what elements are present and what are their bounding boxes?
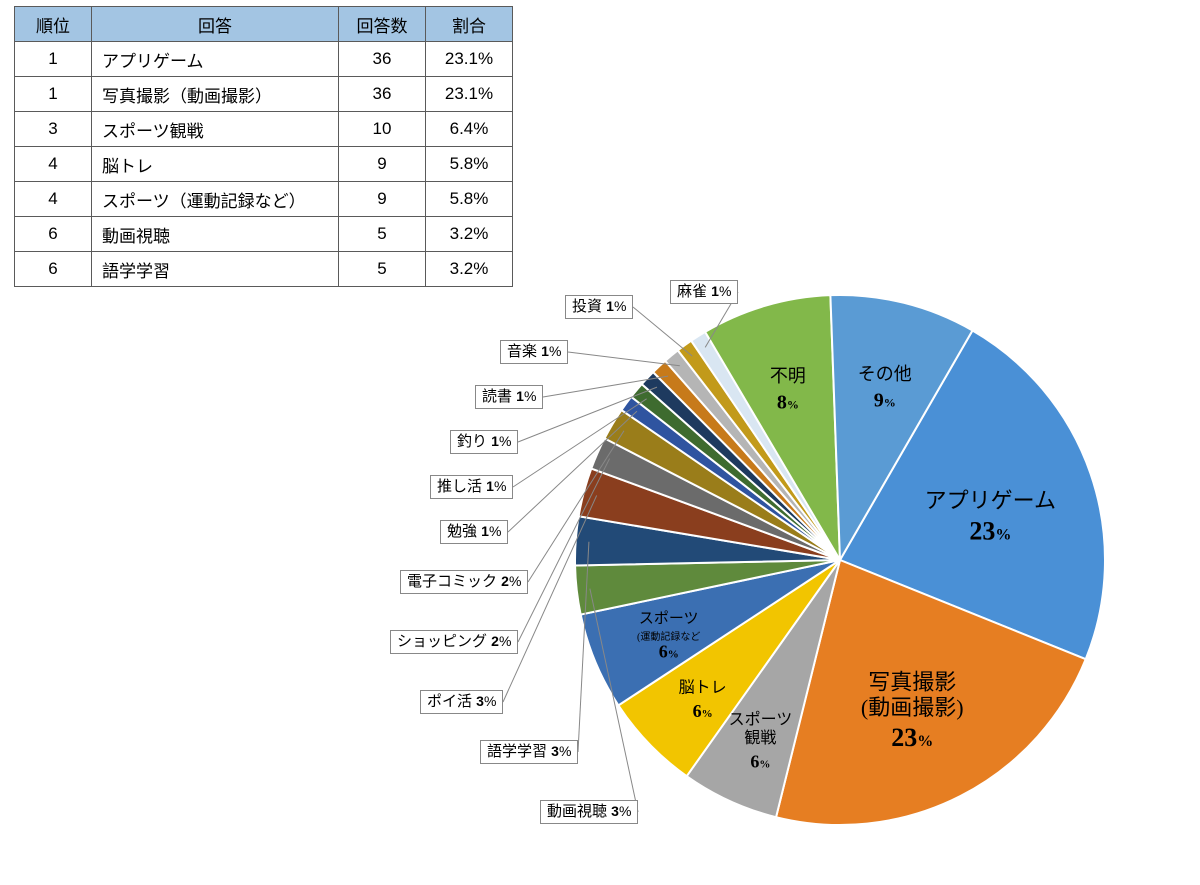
svg-text:(動画撮影): (動画撮影) — [861, 695, 964, 720]
svg-text:スポーツ: スポーツ — [729, 711, 793, 729]
leader-line — [568, 352, 680, 366]
callout-label: 麻雀 1% — [670, 280, 738, 304]
svg-text:脳トレ: 脳トレ — [679, 678, 727, 696]
callout-label: 釣り 1% — [450, 430, 518, 454]
pie-chart-container: アプリゲーム23%写真撮影(動画撮影)23%スポーツ観戦6%脳トレ6%スポーツ(… — [380, 240, 1200, 880]
svg-text:観戦: 観戦 — [744, 729, 776, 747]
callout-label: 電子コミック 2% — [400, 570, 528, 594]
col-header: 回答 — [92, 7, 339, 42]
table-row: 4脳トレ95.8% — [15, 147, 513, 182]
callout-label: 投資 1% — [565, 295, 633, 319]
svg-text:その他: その他 — [858, 364, 912, 384]
table-row: 1アプリゲーム3623.1% — [15, 42, 513, 77]
svg-text:写真撮影: 写真撮影 — [868, 670, 956, 695]
callout-label: 勉強 1% — [440, 520, 508, 544]
pie-chart: アプリゲーム23%写真撮影(動画撮影)23%スポーツ観戦6%脳トレ6%スポーツ(… — [380, 240, 1200, 880]
svg-text:(運動記録など: (運動記録など — [637, 630, 700, 643]
callout-label: ショッピング 2% — [390, 630, 518, 654]
callout-label: 読書 1% — [475, 385, 543, 409]
table-row: 3スポーツ観戦106.4% — [15, 112, 513, 147]
svg-text:不明: 不明 — [770, 366, 806, 386]
col-header: 割合 — [426, 7, 513, 42]
leader-line — [633, 307, 692, 356]
table-row: 1写真撮影（動画撮影）3623.1% — [15, 77, 513, 112]
svg-text:スポーツ: スポーツ — [639, 610, 699, 627]
callout-label: ポイ活 3% — [420, 690, 503, 714]
col-header: 回答数 — [339, 7, 426, 42]
svg-text:アプリゲーム: アプリゲーム — [925, 488, 1056, 513]
callout-label: 推し活 1% — [430, 475, 513, 499]
table-row: 4スポーツ（運動記録など）95.8% — [15, 182, 513, 217]
callout-label: 動画視聴 3% — [540, 800, 638, 824]
callout-label: 語学学習 3% — [480, 740, 578, 764]
col-header: 順位 — [15, 7, 92, 42]
callout-label: 音楽 1% — [500, 340, 568, 364]
